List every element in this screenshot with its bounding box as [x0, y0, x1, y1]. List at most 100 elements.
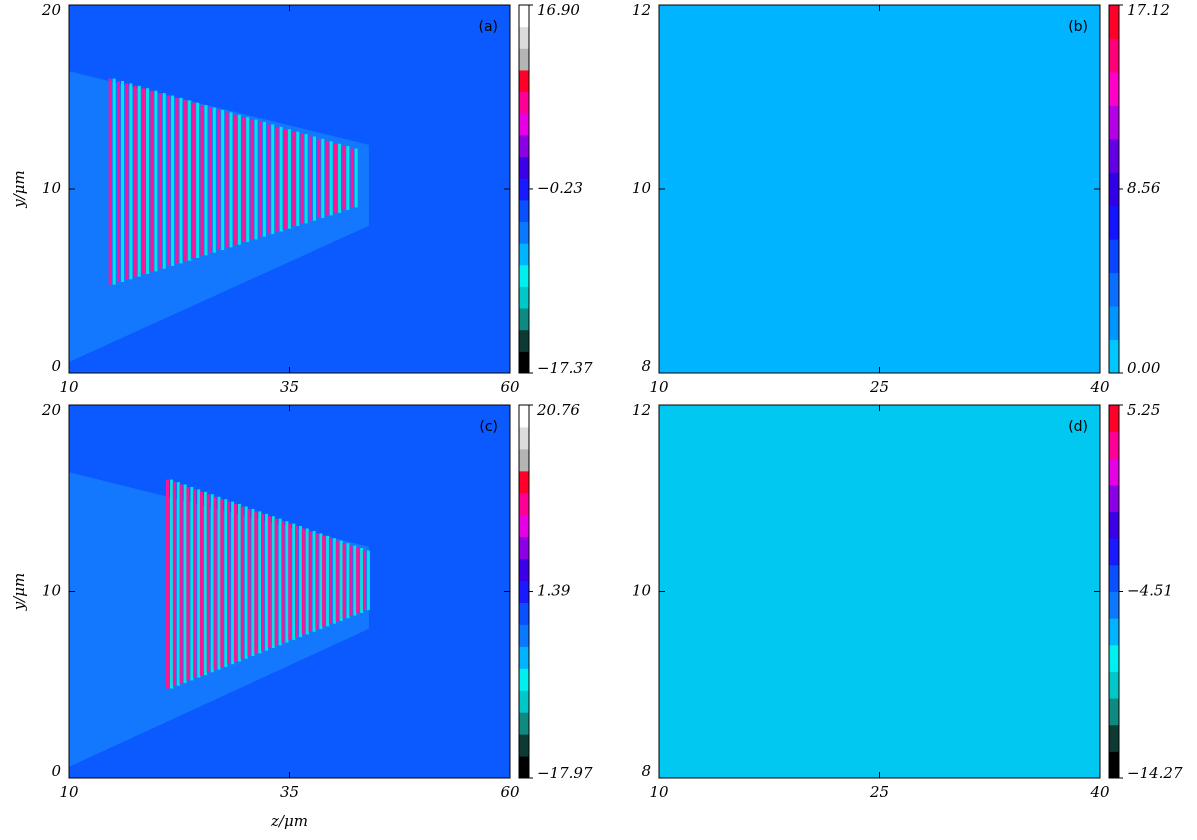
colorbar-tick-label: 8.56	[1127, 179, 1161, 197]
x-tick-label: 40	[1089, 783, 1110, 801]
field-stripe	[271, 516, 275, 648]
field-stripe	[212, 107, 216, 253]
field-stripe	[292, 523, 296, 640]
field-stripe	[250, 119, 254, 240]
field-stripe	[283, 129, 287, 229]
field-stripe	[329, 141, 333, 216]
colorbar-swatch	[1109, 671, 1119, 699]
y-tick-label: 8	[641, 762, 651, 780]
field-stripe	[360, 548, 364, 613]
field-stripe	[346, 543, 350, 619]
y-tick-label: 0	[51, 762, 61, 780]
colorbar-swatch	[519, 602, 529, 625]
colorbar-swatch	[519, 48, 529, 71]
colorbar-swatch	[519, 646, 529, 669]
colorbar-tick-label: 17.12	[1127, 1, 1170, 19]
field-stripe	[342, 543, 346, 619]
field-stripe	[285, 521, 289, 643]
field-stripe	[150, 90, 154, 272]
colorbar-swatch	[519, 690, 529, 713]
colorbar-tick-label: 20.76	[536, 401, 580, 419]
colorbar-swatch	[519, 470, 529, 494]
colorbar-swatch	[1109, 38, 1119, 73]
field-stripe	[350, 148, 354, 208]
x-tick-label: 10	[649, 378, 669, 396]
field-stripe	[332, 538, 336, 624]
field-stripe	[242, 117, 246, 243]
panel: (b) 10 25 40 8 10 12 0.00 8.56 17.12	[632, 1, 1170, 396]
field-stripe	[346, 146, 350, 211]
y-tick-label: 10	[42, 179, 62, 197]
colorbar-swatch	[519, 668, 529, 691]
field-stripe	[258, 511, 262, 654]
y-tick-label: 8	[641, 357, 651, 375]
field-stripe	[206, 494, 210, 673]
colorbar-swatch	[519, 448, 529, 472]
field-stripe	[121, 81, 125, 283]
field-stripe	[200, 105, 204, 256]
colorbar-swatch	[519, 243, 529, 266]
heatmap-background	[659, 5, 1100, 373]
field-stripe	[193, 489, 197, 678]
field-stripe	[304, 134, 308, 224]
field-stripe	[274, 518, 278, 646]
panel-label: (c)	[479, 419, 498, 435]
x-tick-label: 40	[1089, 378, 1110, 396]
colorbar-swatch	[519, 178, 529, 201]
field-stripe	[312, 530, 316, 632]
y-tick-label: 20	[41, 401, 62, 419]
field-stripe	[366, 550, 370, 611]
field-stripe	[288, 523, 292, 640]
field-stripe	[217, 496, 221, 670]
field-stripe	[254, 119, 258, 240]
colorbar-tick-label: −0.23	[537, 179, 583, 197]
field-stripe	[315, 533, 319, 630]
colorbar-swatch	[519, 221, 529, 244]
colorbar-swatch	[1109, 172, 1119, 207]
colorbar-swatch	[1109, 71, 1119, 106]
colorbar-swatch	[1109, 306, 1119, 341]
field-stripe	[278, 518, 282, 646]
field-stripe	[279, 126, 283, 232]
field-stripe	[335, 540, 339, 621]
colorbar-swatch	[519, 113, 529, 136]
colorbar-tick-label: −14.27	[1127, 764, 1183, 782]
colorbar-swatch	[1109, 698, 1119, 726]
colorbar-swatch	[519, 329, 529, 352]
colorbar-swatch	[1109, 5, 1119, 39]
field-stripe	[179, 97, 183, 264]
field-stripe	[172, 482, 176, 686]
field-stripe	[167, 95, 171, 267]
field-stripe	[187, 100, 191, 261]
field-stripe	[142, 88, 146, 275]
field-stripe	[183, 100, 187, 261]
colorbar-swatch	[519, 734, 529, 757]
colorbar-swatch	[1109, 538, 1119, 566]
colorbar-tick-label: −4.51	[1127, 582, 1173, 600]
field-stripe	[356, 548, 360, 613]
panel-label: (d)	[1068, 419, 1088, 435]
field-stripe	[251, 508, 255, 657]
panel-label: (b)	[1068, 19, 1088, 35]
field-stripe	[112, 78, 116, 285]
colorbar-tick-label: 1.39	[537, 582, 571, 600]
field-stripe	[322, 535, 326, 627]
field-stripe	[175, 97, 179, 264]
field-stripe	[305, 528, 309, 635]
y-tick-label: 10	[632, 179, 652, 197]
field-stripe	[349, 545, 353, 616]
field-stripe	[328, 538, 332, 624]
field-stripe	[210, 494, 214, 673]
field-stripe	[231, 501, 235, 665]
panel: (c) 10 35 60 0 10 20 y/μm z/μm −17.97 1.39 20.76	[10, 401, 593, 830]
field-stripe	[254, 511, 258, 654]
field-stripe	[317, 138, 321, 219]
field-stripe	[213, 496, 217, 670]
y-tick-label: 12	[632, 401, 651, 419]
field-stripe	[203, 491, 207, 675]
colorbar-swatch	[519, 405, 529, 428]
field-stripe	[217, 109, 221, 251]
x-tick-label: 25	[869, 378, 889, 396]
colorbar-swatch	[519, 264, 529, 287]
field-stripe	[166, 479, 170, 689]
